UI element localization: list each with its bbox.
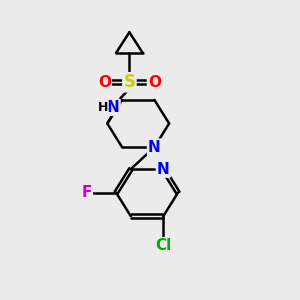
- Text: F: F: [82, 185, 92, 200]
- Text: H: H: [98, 101, 108, 114]
- Text: N: N: [148, 140, 161, 154]
- Text: Cl: Cl: [155, 238, 171, 253]
- Text: O: O: [148, 75, 161, 90]
- Text: N: N: [157, 162, 169, 177]
- Text: O: O: [98, 75, 111, 90]
- Text: S: S: [123, 73, 135, 91]
- Text: N: N: [107, 100, 120, 115]
